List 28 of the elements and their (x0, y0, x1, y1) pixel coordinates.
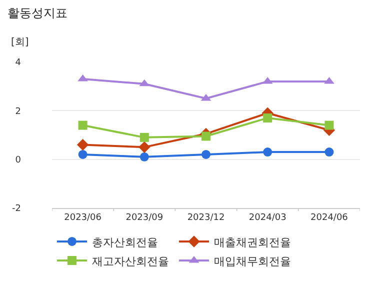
point (324, 76, 334, 84)
x-tick-label: 2024/06 (310, 212, 348, 223)
y-tick-label: -2 (12, 204, 21, 214)
y-axis-title: [회] (11, 37, 29, 48)
point (263, 148, 272, 157)
y-tick-label: 4 (15, 58, 22, 68)
legend-label: 매입채무회전율 (214, 254, 291, 268)
x-tick-label: 2023/09 (126, 212, 164, 223)
point (78, 150, 88, 159)
point (76, 138, 89, 151)
y-tick-label: 2 (15, 106, 21, 117)
point (324, 148, 334, 157)
point (202, 150, 210, 159)
legend-label: 매출채권회전율 (214, 236, 291, 249)
y-tick-label: 0 (15, 155, 22, 166)
point (78, 120, 88, 130)
point (202, 132, 210, 141)
point (140, 132, 149, 142)
point (138, 141, 150, 154)
chart-title: 활동성지표 (7, 6, 68, 20)
x-tick-label: 2024/03 (248, 212, 286, 223)
legend-label: 총자산회전율 (92, 236, 158, 249)
x-tick-label: 2023/06 (64, 212, 102, 223)
point (263, 113, 272, 122)
x-tick-label: 2023/12 (187, 212, 225, 223)
point (140, 152, 149, 162)
point (324, 120, 334, 130)
legend-label: 재고자산회전율 (92, 254, 169, 268)
